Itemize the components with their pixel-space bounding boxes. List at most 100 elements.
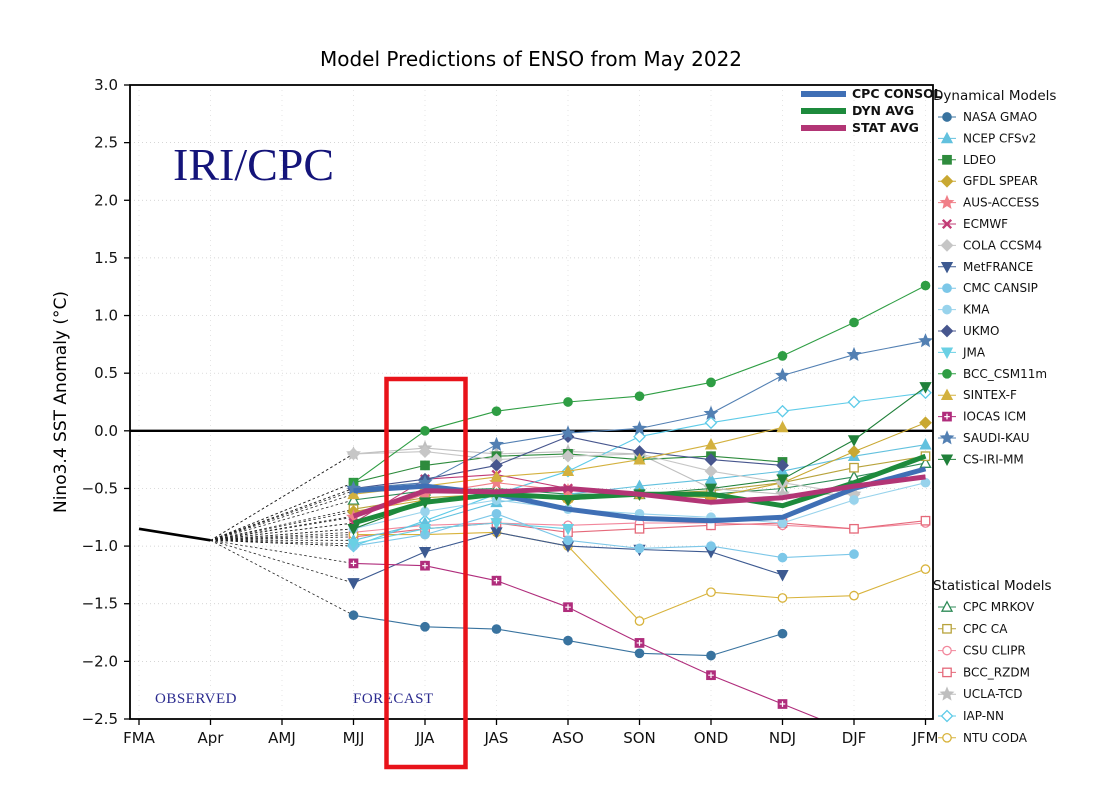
legend-label: NASA GMAO [963,110,1037,124]
dynamical-legend-item-ldeo: LDEO [938,153,996,167]
legend-label: SAUDI-KAU [963,431,1030,445]
top-legend-item-dyn-avg: DYN AVG [801,103,914,118]
legend-label: GFDL SPEAR [963,174,1038,188]
legend-label: LDEO [963,153,996,167]
watermark: IRI/CPC [173,139,334,190]
y-tick-label-1.0: 1.0 [94,307,118,325]
series-jma [347,518,575,551]
statistical-legend-item-ntu-coda: NTU CODA [938,731,1028,745]
top-legend-label: DYN AVG [852,103,914,118]
legend-top: CPC CONSOL DYN AVG STAT AVG [801,86,942,135]
x-tick-label-ond: OND [694,729,729,747]
series-iocas-icm [348,558,822,719]
observed-line [138,527,211,542]
forecast-fan [210,453,354,616]
dynamical-legend-item-ukmo: UKMO [938,324,999,338]
dynamical-legend-item-metfrance: MetFRANCE [938,260,1033,274]
legend-label: CPC CA [963,622,1008,636]
plot-layer [130,280,933,719]
series-nasa-gmao [348,610,788,661]
chart-title: Model Predictions of ENSO from May 2022 [320,47,742,71]
dynamical-legend-item-cola-ccsm4: COLA CCSM4 [938,238,1042,252]
statistical-legend-item-cpc-mrkov: CPC MRKOV [938,600,1035,614]
legend-label: CPC MRKOV [963,600,1035,614]
dynamical-legend-item-jma: JMA [938,345,986,359]
legend-dynamical: NASA GMAO NCEP CFSv2 LDEO GFDL SPEAR AUS-ACC… [938,110,1047,466]
statistical-legend-item-bcc-rzdm: BCC_RZDM [938,665,1030,679]
legend-label: BCC_CSM11m [963,367,1047,381]
legend-label: SINTEX-F [963,388,1017,402]
y-tick-label-−1.5: −1.5 [82,595,118,613]
y-tick-label-0.5: 0.5 [94,364,118,382]
legend-label: IAP-NN [963,709,1004,723]
top-legend-item-stat-avg: STAT AVG [801,120,919,135]
legend-label: UKMO [963,324,999,338]
dynamical-legend-item-bcc-csm11m: BCC_CSM11m [938,367,1047,381]
dynamical-legend-item-ecmwf: ECMWF [938,217,1008,231]
legend-label: IOCAS ICM [963,410,1026,424]
legend-label: ECMWF [963,217,1008,231]
x-tick-label-son: SON [623,729,656,747]
dynamical-legend-item-gfdl-spear: GFDL SPEAR [938,174,1038,188]
x-tick-label-jas: JAS [484,729,509,747]
y-tick-label-2.5: 2.5 [94,134,118,152]
statistical-legend-item-iap-nn: IAP-NN [938,709,1004,723]
x-tick-label-mjj: MJJ [343,729,365,747]
dynamical-legend-item-iocas-icm: IOCAS ICM [938,410,1026,424]
y-tick-label-−2.0: −2.0 [82,652,118,670]
legend-label: CSU CLIPR [963,644,1026,658]
y-tick-label-−2.5: −2.5 [82,710,118,728]
y-tick-label-3.0: 3.0 [94,76,118,94]
dynamical-legend-item-cmc-cansip: CMC CANSIP [938,281,1038,295]
statistical-legend-item-csu-clipr: CSU CLIPR [938,644,1026,658]
top-legend-label: CPC CONSOL [852,86,942,101]
series-stat-avg [352,474,926,519]
overlay-layer [384,376,468,770]
dynamical-legend-item-nasa-gmao: NASA GMAO [938,110,1037,124]
x-tick-label-djf: DJF [842,729,867,747]
dynamical-legend-item-sintex-f: SINTEX-F [938,388,1017,402]
y-tick-label-2.0: 2.0 [94,191,118,209]
highlight-box [384,376,468,770]
plot-frame [129,84,934,720]
y-axis-label: Nino3.4 SST Anomaly (°C) [51,291,71,513]
legend-statistical: CPC MRKOV CPC CA CSU CLIPR BCC_RZDM UCLA-TCD… [938,600,1035,745]
dynamical-legend-item-saudi-kau: SAUDI-KAU [938,430,1030,445]
axes-layer: 3.0 2.5 2.0 1.5 1.0 0.5 0.0 −0.5 −1.0 −1.5 −2.0 −2.… [82,76,939,747]
x-tick-label-aso: ASO [552,729,584,747]
statistical-models-header: Statistical Models [933,578,1052,594]
top-legend-item-cpc-consol: CPC CONSOL [801,86,942,101]
statistical-legend-item-ucla-tcd: UCLA-TCD [938,686,1023,701]
legend-label: CMC CANSIP [963,281,1038,295]
legend-label: UCLA-TCD [963,687,1023,701]
series-bcc-csm11m [348,280,931,488]
legend-label: CS-IRI-MM [963,452,1024,466]
dynamical-legend-item-kma: KMA [938,303,990,317]
x-tick-label-ndj: NDJ [769,729,796,747]
legend-label: MetFRANCE [963,260,1033,274]
legend-label: COLA CCSM4 [963,238,1042,252]
x-tick-label-amj: AMJ [268,729,296,747]
y-tick-label-−0.5: −0.5 [82,479,118,497]
forecast-label: FORECAST [353,691,434,707]
legend-label: NTU CODA [963,731,1028,745]
x-tick-label-jfm: JFM [912,729,939,747]
legend-label: KMA [963,303,990,317]
dynamical-legend-item-ncep-cfsv2: NCEP CFSv2 [938,131,1036,145]
legend-label: BCC_RZDM [963,665,1030,679]
y-tick-label-−1.0: −1.0 [82,537,118,555]
y-tick-label-1.5: 1.5 [94,249,118,267]
top-legend-label: STAT AVG [852,120,919,135]
dynamical-legend-item-cs-iri-mm: CS-IRI-MM [938,452,1024,466]
x-tick-label-fma: FMA [123,729,156,747]
dynamical-models-header: Dynamical Models [933,88,1056,104]
y-tick-label-0.0: 0.0 [94,422,118,440]
statistical-legend-item-cpc-ca: CPC CA [938,622,1008,636]
legend-label: JMA [962,345,986,359]
x-tick-label-apr: Apr [198,729,225,747]
observed-label: OBSERVED [155,691,237,707]
dynamical-legend-item-aus-access: AUS-ACCESS [938,194,1039,210]
legend-label: AUS-ACCESS [963,196,1039,210]
